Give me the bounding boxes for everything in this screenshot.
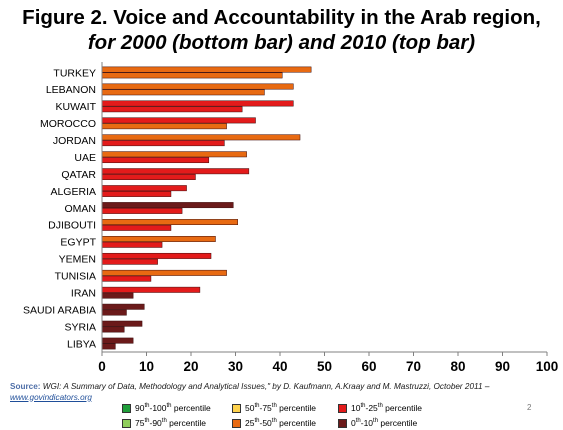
bar-2000 (101, 174, 196, 180)
category-label: UAE (74, 152, 96, 164)
category-label: JORDAN (53, 135, 96, 147)
x-tick-label: 50 (317, 359, 332, 374)
bar-2010 (101, 185, 187, 192)
bar-2000 (101, 89, 265, 96)
legend-label: 10th-25th percentile (351, 403, 423, 413)
bar-2010 (101, 269, 227, 276)
bar-2010 (101, 202, 234, 209)
x-tick-label: 0 (98, 359, 106, 374)
legend-label: 0th-10th percentile (351, 418, 418, 428)
bar-2010 (101, 66, 312, 73)
category-label: TURKEY (53, 67, 96, 79)
x-tick-label: 30 (228, 359, 243, 374)
legend-label: 90th-100th percentile (135, 403, 211, 413)
legend-swatch (122, 403, 131, 413)
bar-2010 (101, 320, 143, 327)
x-tick-label: 70 (406, 359, 421, 374)
x-tick-label: 20 (183, 359, 198, 374)
bar-2010 (101, 337, 134, 344)
chart-title: Figure 2. Voice and Accountability in th… (22, 6, 541, 29)
legend-swatch (338, 418, 347, 428)
bar-2000 (101, 72, 283, 79)
legend-item: 50th-75th percentile (232, 403, 316, 413)
source-text-a: WGI: (40, 382, 64, 391)
category-label: IRAN (71, 288, 96, 300)
bar-2000 (101, 309, 127, 316)
legend-item: 10th-25th percentile (338, 403, 422, 413)
category-label: SYRIA (64, 321, 96, 333)
page-number: 2 (527, 403, 532, 412)
bar-2000 (101, 157, 210, 164)
source-text-c: ," by D. Kaufmann, A.Kraay and M. Mastru… (264, 382, 490, 391)
legend-label: 25th-50th percentile (245, 418, 317, 428)
bar-2000 (101, 292, 134, 299)
category-label: OMAN (65, 203, 97, 215)
bar-2010 (101, 219, 238, 225)
bar-2000 (101, 343, 116, 350)
bar-2000 (101, 224, 172, 231)
x-tick-label: 10 (139, 359, 154, 374)
legend-swatch (232, 403, 241, 413)
bar-2000 (101, 241, 163, 248)
category-label: DJIBOUTI (48, 220, 96, 232)
bar-2000 (101, 140, 225, 147)
source-text-b: A Summary of Data, Methodology and Analy… (63, 382, 265, 391)
x-tick-label: 90 (495, 359, 510, 374)
bar-2000 (101, 123, 227, 130)
category-label: YEMEN (59, 254, 96, 266)
category-label: LIBYA (67, 338, 96, 350)
legend-item: 90th-100th percentile (122, 403, 211, 413)
legend-item: 25th-50th percentile (232, 418, 316, 428)
bar-2010 (101, 168, 250, 175)
bar-2010 (101, 286, 201, 293)
source-label: Source: (10, 382, 41, 391)
category-label: TUNISIA (55, 271, 96, 283)
bar-2010 (101, 83, 294, 90)
category-label: SAUDI ARABIA (23, 304, 96, 316)
legend-label: 50th-75th percentile (245, 403, 317, 413)
bar-2000 (101, 258, 158, 265)
legend-swatch (122, 418, 131, 428)
bar-2010 (101, 134, 301, 141)
x-tick-label: 100 (536, 359, 559, 374)
bar-2000 (101, 275, 152, 282)
bar-2000 (101, 207, 183, 214)
bar-2010 (101, 117, 256, 124)
category-label: MOROCCO (40, 118, 96, 130)
bar-2010 (101, 151, 247, 158)
bar-2010 (101, 236, 216, 242)
bar-chart: TURKEY LEBANON KUWAIT MOROCCO JORDAN UAE QATAR… (23, 62, 559, 374)
legend-label: 75th-90th percentile (135, 418, 207, 428)
x-tick-label: 80 (450, 359, 465, 374)
bar-2000 (101, 191, 172, 197)
category-label: EGYPT (60, 237, 96, 249)
bar-2010 (101, 100, 294, 107)
category-label: ALGERIA (50, 186, 96, 198)
category-label: LEBANON (46, 84, 96, 96)
source-link[interactable]: www.govindicators.org (10, 392, 92, 402)
chart-subtitle: for 2000 (bottom bar) and 2010 (top bar) (87, 31, 476, 54)
x-tick-label: 40 (272, 359, 287, 374)
source-note: Source: WGI: A Summary of Data, Methodol… (10, 382, 530, 403)
bar-2010 (101, 252, 212, 259)
category-label: QATAR (61, 169, 96, 181)
legend-swatch (338, 403, 347, 413)
bar-2000 (101, 106, 243, 113)
legend-item: 0th-10th percentile (338, 418, 417, 428)
bar-2010 (101, 303, 145, 310)
x-tick-label: 60 (361, 359, 376, 374)
bar-2000 (101, 326, 125, 333)
legend-swatch (232, 418, 241, 428)
category-label: KUWAIT (56, 101, 97, 113)
legend-item: 75th-90th percentile (122, 418, 206, 428)
